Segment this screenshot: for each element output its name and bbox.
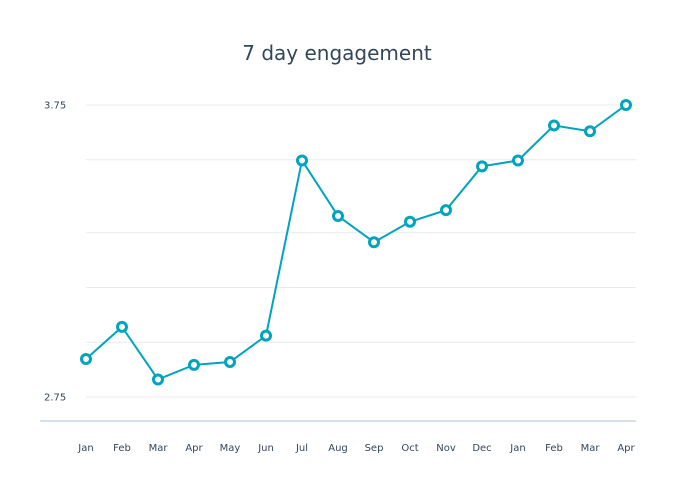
x-tick-label: Jul xyxy=(295,443,308,454)
data-point xyxy=(188,358,200,371)
data-point xyxy=(116,320,128,333)
x-axis-ticks: Jan Feb Mar Apr May Jun Jul Aug Sep Oct Nov Dec Jan F… xyxy=(77,443,635,454)
x-tick-label: Nov xyxy=(436,443,456,454)
x-tick-label: Oct xyxy=(401,443,418,454)
y-tick-label: 3.75 xyxy=(44,101,66,112)
series-group xyxy=(80,99,632,386)
data-point xyxy=(152,373,164,386)
data-point xyxy=(404,215,416,228)
grid-lines xyxy=(86,104,636,398)
x-tick-label: Aug xyxy=(328,443,348,454)
data-point xyxy=(368,236,380,249)
x-tick-label: Apr xyxy=(185,443,203,454)
data-point xyxy=(224,355,236,368)
data-point xyxy=(476,160,488,173)
x-tick-label: Mar xyxy=(149,443,169,454)
series-line xyxy=(85,104,627,381)
chart-title: 7 day engagement xyxy=(242,41,432,65)
data-point xyxy=(620,99,632,111)
x-tick-label: May xyxy=(220,443,241,454)
data-point xyxy=(332,209,344,222)
data-point xyxy=(548,119,560,132)
x-tick-label: Jan xyxy=(509,443,525,454)
x-tick-label: Mar xyxy=(581,443,601,454)
data-point xyxy=(440,204,452,217)
data-point xyxy=(80,353,92,366)
x-tick-label: Feb xyxy=(545,443,563,454)
data-point xyxy=(260,329,272,342)
y-axis-ticks: 3.75 2.75 xyxy=(44,101,66,404)
x-tick-label: Jun xyxy=(257,443,274,454)
data-point xyxy=(296,154,308,167)
x-tick-label: Jan xyxy=(77,443,93,454)
y-tick-label: 2.75 xyxy=(44,393,66,404)
x-tick-label: Apr xyxy=(617,443,635,454)
x-tick-label: Feb xyxy=(113,443,131,454)
data-point xyxy=(512,154,524,167)
data-point xyxy=(584,125,596,138)
x-tick-label: Sep xyxy=(365,443,384,454)
x-tick-label: Dec xyxy=(472,443,491,454)
